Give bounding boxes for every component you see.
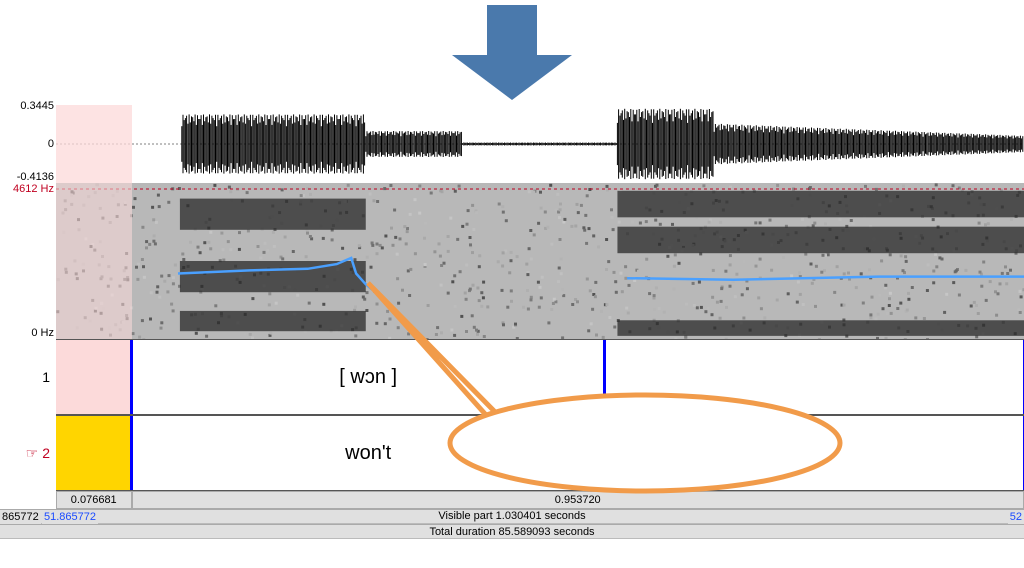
tier2-label: ☞ 2	[0, 415, 56, 491]
y-zero: 0	[48, 138, 54, 150]
tier2-yellow-col	[56, 416, 132, 490]
spectrogram-y-axis: 4612 Hz 0 Hz	[0, 183, 56, 339]
praat-editor: 0.3445 0 -0.4136 4612 Hz 0 Hz 1 [ wɔn ]	[0, 105, 1024, 565]
hz-bot-label: 0 Hz	[31, 327, 54, 339]
callout-text: [ t ]・母音ともに消失。	[490, 429, 719, 461]
selection-column-spectrogram	[56, 183, 132, 339]
down-arrow-icon	[452, 5, 572, 100]
spectrogram-panel[interactable]	[56, 183, 1024, 339]
tier-boundary[interactable]	[603, 340, 606, 414]
selection-column-waveform	[56, 105, 132, 183]
timebar-segment[interactable]: 0.953720	[132, 491, 1024, 509]
waveform-panel[interactable]	[56, 105, 1024, 183]
tier1[interactable]: [ wɔn ]	[56, 339, 1024, 415]
spectrogram-plot	[56, 183, 1024, 339]
tier-cell[interactable]: [ wɔn ]	[132, 340, 605, 414]
tier-boundary[interactable]	[130, 416, 133, 490]
waveform-plot	[56, 105, 1024, 183]
tier1-pink-col	[56, 340, 132, 414]
time-bar[interactable]: 0.0766810.953720	[56, 491, 1024, 509]
footer-row-1: 865772 51.865772 Visible part 1.030401 s…	[0, 509, 1024, 524]
hz-top-label: 4612 Hz	[13, 183, 54, 195]
y-min: -0.4136	[17, 171, 54, 183]
tier1-label: 1	[0, 339, 56, 415]
y-max: 0.3445	[20, 100, 54, 112]
timebar-segment[interactable]: 0.076681	[56, 491, 132, 509]
waveform-y-axis: 0.3445 0 -0.4136	[0, 105, 56, 183]
tier-boundary[interactable]	[130, 340, 133, 414]
right-time-blue: 52	[1008, 510, 1024, 524]
screenshot-container: 0.3445 0 -0.4136 4612 Hz 0 Hz 1 [ wɔn ]	[0, 0, 1024, 568]
pointer-arrow-wrap	[0, 0, 1024, 105]
visible-part-label: Visible part 1.030401 seconds	[0, 510, 1024, 522]
total-duration-label: Total duration 85.589093 seconds	[0, 524, 1024, 539]
